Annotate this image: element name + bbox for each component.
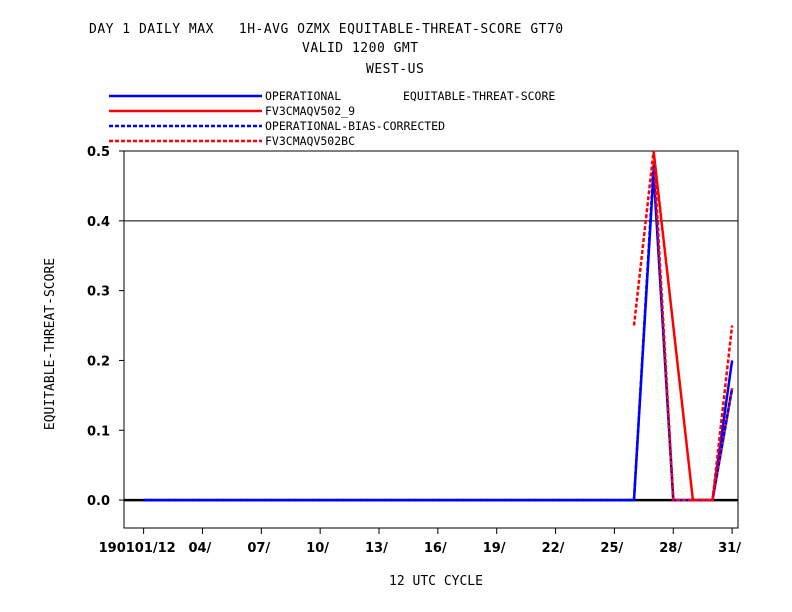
- y-tick-label-0: 0.0: [87, 494, 110, 509]
- y-tick-label-5: 0.5: [87, 145, 110, 160]
- x-tick-label-0: 190101/12: [99, 541, 176, 556]
- legend-label-0: OPERATIONAL: [265, 89, 341, 103]
- x-tick-label-2: 07/: [247, 541, 270, 556]
- y-tick-label-2: 0.2: [87, 354, 110, 369]
- x-tick-label-5: 16/: [424, 541, 447, 556]
- legend-title: EQUITABLE-THREAT-SCORE: [403, 89, 555, 103]
- x-tick-label-7: 22/: [542, 541, 565, 556]
- legend-label-1: FV3CMAQV502_9: [265, 104, 355, 118]
- y-tick-label-4: 0.4: [87, 215, 110, 230]
- x-tick-label-1: 04/: [188, 541, 211, 556]
- title-line-2: VALID 1200 GMT: [302, 41, 419, 56]
- legend-label-2: OPERATIONAL-BIAS-CORRECTED: [265, 119, 445, 133]
- y-tick-label-3: 0.3: [87, 285, 110, 300]
- title-line-1: DAY 1 DAILY MAX 1H-AVG OZMX EQUITABLE-TH…: [89, 22, 564, 37]
- series-line-3: [632, 150, 734, 502]
- x-tick-label-6: 19/: [483, 541, 506, 556]
- series-layer: [143, 150, 734, 502]
- y-axis: 0.0 0.1 0.2 0.3 0.4 0.5: [87, 145, 124, 509]
- x-tick-label-4: 13/: [365, 541, 388, 556]
- x-tick-label-3: 10/: [306, 541, 329, 556]
- legend: OPERATIONALFV3CMAQV502_9OPERATIONAL-BIAS…: [109, 89, 445, 148]
- x-axis-label: 12 UTC CYCLE: [389, 574, 483, 589]
- x-axis: 190101/12 04/07/10/13/16/19/22/25/28/31/: [99, 528, 741, 556]
- plot-frame: [123, 150, 739, 529]
- legend-label-3: FV3CMAQV502BC: [265, 134, 355, 148]
- x-tick-label-10: 31/: [718, 541, 741, 556]
- reference-lines: [124, 220, 738, 502]
- title-line-3: WEST-US: [366, 62, 425, 77]
- x-tick-label-8: 25/: [600, 541, 623, 556]
- y-tick-label-1: 0.1: [87, 424, 110, 439]
- y-axis-label: EQUITABLE-THREAT-SCORE: [43, 258, 58, 430]
- x-tick-label-9: 28/: [659, 541, 682, 556]
